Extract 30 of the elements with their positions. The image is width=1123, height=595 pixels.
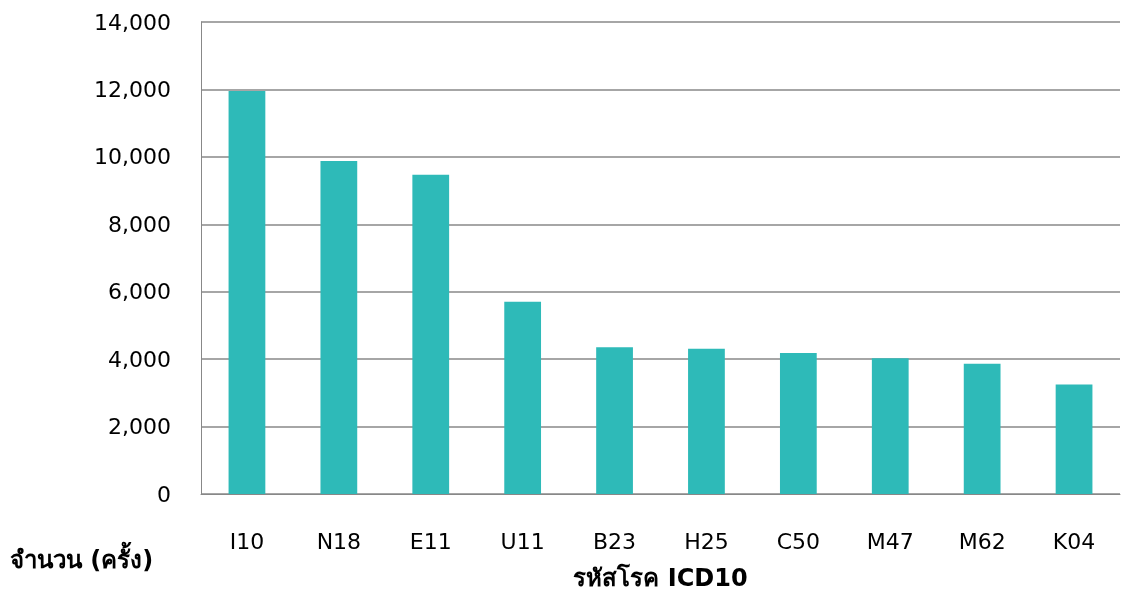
y-tick-label: 14,000: [94, 9, 171, 35]
x-tick-label: U11: [500, 528, 545, 554]
bar: [1055, 384, 1093, 494]
bar: [596, 347, 633, 494]
bar: [779, 353, 817, 494]
x-tick-label: K04: [1052, 528, 1096, 554]
y-tick-label: 12,000: [94, 76, 171, 102]
bar: [320, 160, 358, 494]
y-axis-title: จำนวน (ครั้ง): [10, 541, 154, 574]
y-tick-label: 0: [157, 481, 171, 507]
bar: [504, 301, 542, 494]
y-tick-label: 6,000: [108, 279, 171, 305]
bar: [963, 363, 1001, 494]
x-axis-title: รหัสโรค ICD10: [573, 563, 748, 592]
y-tick-label: 2,000: [108, 414, 171, 440]
x-tick-label: C50: [776, 528, 821, 554]
bar: [412, 174, 450, 494]
bar: [688, 348, 725, 494]
x-tick-label: M62: [958, 528, 1006, 554]
bar: [871, 358, 909, 494]
x-tick-label: N18: [316, 528, 362, 554]
x-tick-label: H25: [684, 528, 729, 554]
x-tick-label: M47: [866, 528, 914, 554]
x-tick-label: I10: [229, 528, 265, 554]
x-tick-label: E11: [409, 528, 452, 554]
x-tick-label: B23: [593, 528, 637, 554]
y-tick-label: 8,000: [108, 211, 171, 237]
y-tick-label: 10,000: [94, 144, 171, 170]
y-tick-label: 4,000: [108, 346, 171, 372]
bar: [228, 91, 266, 494]
